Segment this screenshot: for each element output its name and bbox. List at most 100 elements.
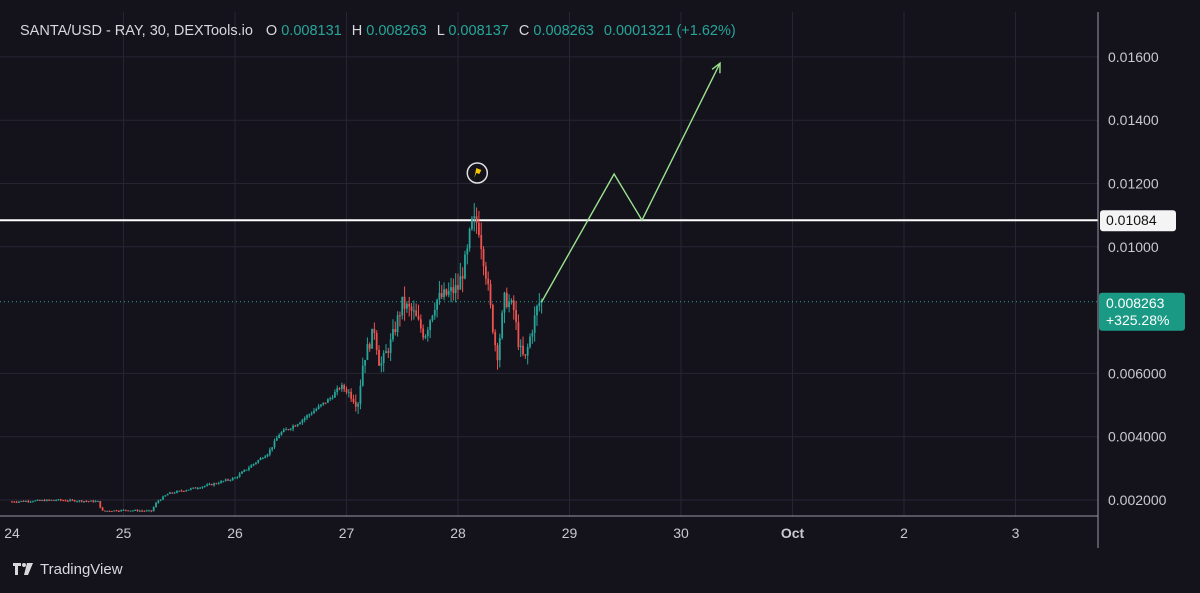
candle-body [36, 499, 39, 501]
x-tick-label: 29 [562, 525, 578, 541]
candle-body [245, 469, 248, 471]
candle-body [122, 509, 125, 511]
symbol-title: SANTA/USD - RAY, 30, DEXTools.io [20, 23, 253, 39]
candle-body [85, 501, 88, 503]
candle-body [317, 406, 320, 409]
projection-arrowhead [711, 61, 721, 74]
candle-body [13, 501, 16, 503]
candle-body [424, 336, 427, 338]
candle-body [220, 481, 222, 484]
candle-body [306, 415, 308, 418]
horizontal-level[interactable] [0, 219, 1098, 303]
candle-body [471, 218, 473, 229]
candle-body [90, 500, 92, 502]
candle-body [303, 417, 306, 420]
projection-path[interactable] [541, 62, 721, 303]
candle-body [464, 254, 466, 279]
candle-body [117, 510, 120, 512]
candle-body [29, 501, 32, 503]
candle-body [496, 345, 499, 361]
open-value: 0.008131 [281, 23, 341, 39]
candle-body [124, 509, 127, 511]
candle-body [206, 484, 209, 486]
candle-body [389, 339, 392, 353]
candle-body [396, 315, 399, 333]
candle-body [517, 322, 520, 348]
candle-body [443, 289, 445, 298]
candle-body [422, 328, 425, 338]
candle-body [203, 485, 206, 487]
candle-body [71, 499, 74, 501]
candle-body [515, 309, 517, 323]
event-flag-icon[interactable] [466, 162, 489, 184]
candle-body [178, 490, 181, 492]
candle-body [487, 278, 490, 285]
candle-body [331, 397, 334, 399]
candle-body [526, 347, 529, 356]
candle-body [494, 332, 497, 346]
candle-body [533, 315, 536, 333]
candle-body [445, 289, 448, 295]
candle-body [243, 469, 246, 472]
candle-body [403, 296, 406, 309]
last-price-label: 0.008263 [1106, 295, 1165, 311]
candle-body [320, 404, 322, 407]
candle-body [159, 499, 162, 501]
projection-arrow[interactable] [466, 61, 721, 303]
candle-body [366, 344, 369, 361]
candle-body [387, 351, 390, 353]
candle-body [484, 266, 487, 279]
candles [11, 203, 543, 513]
candle-body [380, 363, 383, 366]
candle-body [454, 285, 457, 293]
candle-body [431, 315, 434, 321]
y-tick-label: 0.006000 [1108, 365, 1167, 381]
y-tick-label: 0.01000 [1108, 239, 1159, 255]
x-tick-label: 26 [227, 525, 243, 541]
brand-label: TradingView [40, 560, 123, 578]
candle-body [392, 329, 394, 340]
candle-body [512, 300, 515, 310]
candle-body [340, 385, 343, 389]
candle-body [375, 332, 378, 350]
axes: 24 25 26 27 28 29 30 Oct 2 3 0.01600 0.01400 0.01200… [0, 12, 1167, 548]
candle-body [215, 483, 218, 485]
candle-body [385, 351, 387, 354]
x-tick-label: 27 [339, 525, 355, 541]
footer-brand[interactable]: TradingView [12, 558, 123, 580]
candle-body [459, 276, 462, 290]
candle-body [433, 309, 436, 316]
high-label: H [352, 23, 362, 39]
svg-text:SANTA/USD - RAY, 30, DEXTools.: SANTA/USD - RAY, 30, DEXTools.io O 0.008… [20, 23, 736, 39]
candle-body [405, 303, 408, 309]
candle-body [264, 456, 267, 459]
candle-body [194, 487, 197, 489]
candle-body [131, 510, 134, 512]
candle-body [480, 235, 483, 250]
candle-body [62, 500, 65, 502]
candle-body [347, 391, 350, 393]
candle-body [510, 300, 513, 303]
y-tick-label: 0.01600 [1108, 49, 1159, 65]
candle-body [45, 499, 48, 502]
candle-body [429, 320, 432, 331]
candle-body [224, 479, 227, 481]
candle-body [127, 510, 130, 512]
candle-body [78, 500, 81, 502]
candle-body [106, 510, 109, 512]
candle-body [231, 477, 234, 480]
candle-body [213, 483, 215, 486]
candle-body [176, 491, 178, 493]
y-tick-label: 0.01400 [1108, 112, 1159, 128]
candle-body [41, 500, 44, 502]
candle-body [73, 500, 76, 502]
candle-body [426, 330, 429, 337]
candle-body [210, 483, 213, 486]
candle-body [20, 501, 23, 503]
x-tick-label: 28 [450, 525, 466, 541]
candle-body [357, 403, 360, 407]
candle-body [522, 345, 524, 355]
